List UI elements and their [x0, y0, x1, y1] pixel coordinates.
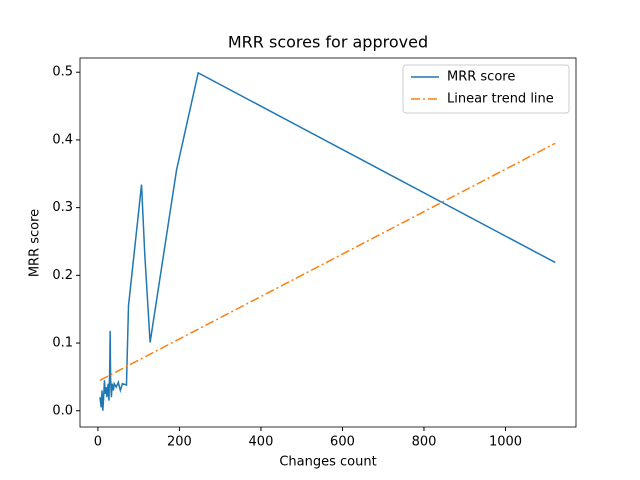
series-line	[99, 142, 556, 381]
x-tick-label: 1000	[489, 435, 522, 450]
x-axis-label: Changes count	[279, 455, 376, 470]
plot-frame	[79, 57, 577, 428]
y-tick-label: 0.2	[52, 268, 73, 283]
x-tick-label: 0	[94, 435, 102, 450]
x-tick-label: 200	[167, 435, 192, 450]
y-tick-label: 0.5	[52, 65, 73, 80]
x-tick-label: 600	[330, 435, 355, 450]
legend: MRR score Linear trend line	[402, 64, 570, 114]
y-tick-label: 0.4	[52, 132, 73, 147]
y-tick-label: 0.0	[52, 403, 73, 418]
legend-label: Linear trend line	[447, 92, 554, 107]
y-tick-label: 0.1	[52, 336, 73, 351]
chart-title: MRR scores for approved	[228, 33, 428, 52]
y-tick-label: 0.3	[52, 200, 73, 215]
legend-label: MRR score	[447, 70, 515, 85]
x-tick-label: 800	[412, 435, 437, 450]
x-tick-label: 400	[249, 435, 274, 450]
y-axis-label: MRR score	[28, 209, 43, 277]
series-line	[99, 71, 556, 411]
legend-box	[402, 64, 570, 114]
